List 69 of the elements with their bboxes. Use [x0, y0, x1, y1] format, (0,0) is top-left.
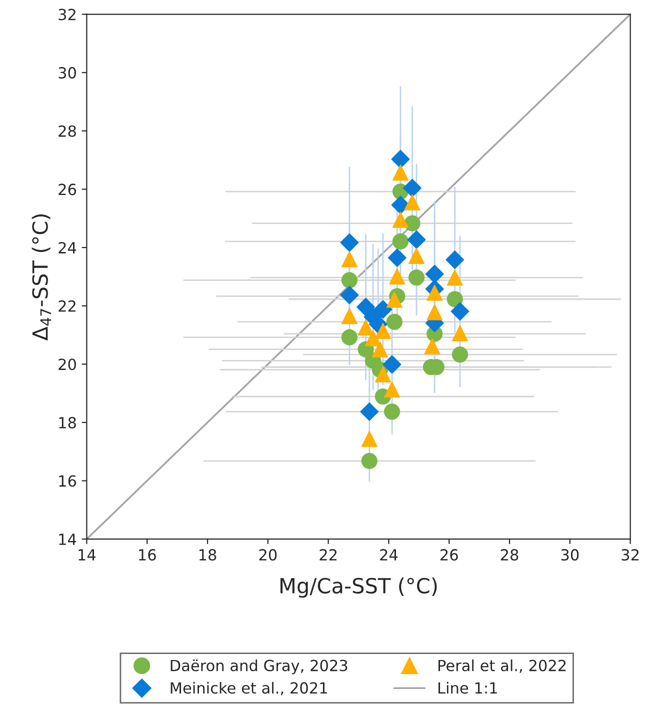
y-tick-label: 20 [58, 358, 76, 370]
point [391, 150, 410, 168]
point [407, 230, 426, 249]
point [386, 292, 403, 308]
point [446, 291, 463, 308]
point [364, 330, 382, 346]
point [384, 404, 400, 420]
point [360, 402, 379, 421]
point [426, 304, 443, 320]
y-tick-label: 26 [58, 184, 76, 196]
point [374, 366, 392, 382]
point [340, 233, 359, 252]
y-tick-label: 28 [58, 125, 76, 137]
x-tick-label: 26 [440, 549, 458, 561]
point [341, 251, 358, 268]
x-tick-label: 24 [380, 549, 398, 560]
point [361, 452, 378, 469]
x-tick-label: 22 [320, 549, 336, 560]
x-tick-label: 20 [259, 549, 277, 561]
y-axis-title: Δ$_{47}$-SST (°C) [32, 214, 52, 341]
point [404, 194, 420, 210]
point [404, 215, 420, 232]
y-tick-label: 30 [58, 67, 76, 79]
point [356, 298, 376, 316]
x-tick-label: 32 [622, 549, 639, 561]
point [452, 346, 468, 363]
point [386, 314, 403, 330]
point [446, 250, 464, 270]
point [450, 302, 470, 321]
x-tick-label: 28 [500, 549, 518, 561]
y-tick-label: 14 [59, 534, 76, 545]
y-tick-label: 24 [58, 242, 76, 254]
point [425, 264, 444, 284]
x-tick-label: 30 [561, 549, 579, 561]
point [408, 269, 425, 286]
point [374, 300, 392, 319]
point [392, 233, 409, 250]
legend-label: Line 1:1 [438, 682, 497, 694]
legend-label: Daëron and Gray, 2023 [170, 659, 348, 674]
point [374, 322, 392, 339]
legend-label: Peral et al., 2022 [438, 659, 566, 673]
point [446, 269, 463, 286]
point [358, 319, 374, 336]
point [389, 268, 406, 284]
y-tick-label: 32 [58, 8, 76, 20]
x-tick-label: 18 [199, 549, 216, 561]
point [392, 212, 409, 228]
point [403, 178, 422, 198]
point [452, 325, 468, 342]
y-tick-label: 22 [58, 300, 76, 312]
point [408, 248, 425, 264]
x-tick-label: 16 [139, 549, 156, 561]
legend-label: Meinicke et al., 2021 [170, 682, 327, 696]
point [384, 381, 400, 398]
point [392, 164, 409, 181]
y-tick-label: 16 [59, 475, 76, 487]
point [340, 286, 359, 304]
point [341, 329, 358, 346]
point [426, 284, 443, 301]
point [382, 355, 402, 374]
point [388, 248, 406, 267]
point [424, 338, 440, 354]
x-axis-title: Mg/Ca-SST (°C) [280, 577, 437, 598]
point [372, 341, 388, 358]
y-tick-label: 18 [59, 416, 76, 428]
point [341, 308, 358, 324]
x-tick-label: 14 [78, 549, 96, 560]
point [361, 430, 378, 447]
point [341, 272, 358, 288]
